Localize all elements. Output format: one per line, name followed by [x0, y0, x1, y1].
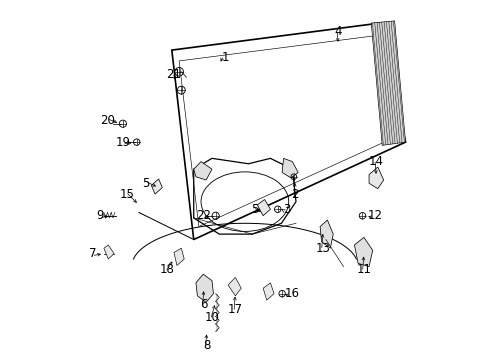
Text: 5: 5: [250, 203, 258, 216]
Polygon shape: [263, 283, 274, 300]
Text: 16: 16: [285, 287, 299, 300]
Text: 17: 17: [227, 303, 243, 316]
Polygon shape: [282, 158, 298, 178]
Polygon shape: [320, 220, 333, 248]
Text: 5: 5: [142, 177, 150, 190]
Text: 20: 20: [100, 114, 115, 127]
Text: 2: 2: [291, 188, 298, 201]
Text: 22: 22: [195, 209, 210, 222]
Text: 21: 21: [166, 68, 181, 81]
Polygon shape: [227, 278, 241, 296]
Text: 14: 14: [368, 155, 383, 168]
Text: 6: 6: [200, 298, 207, 311]
Text: 3: 3: [282, 203, 289, 216]
Polygon shape: [174, 248, 184, 266]
Text: 4: 4: [334, 25, 342, 38]
Polygon shape: [257, 199, 270, 216]
Text: 12: 12: [367, 209, 382, 222]
Text: 8: 8: [203, 339, 210, 352]
Text: 1: 1: [221, 51, 228, 64]
Text: 7: 7: [89, 247, 97, 260]
Text: 9: 9: [96, 209, 104, 222]
Text: 18: 18: [159, 264, 174, 276]
Polygon shape: [368, 167, 383, 189]
Polygon shape: [354, 237, 372, 267]
Polygon shape: [151, 179, 162, 194]
Text: 10: 10: [204, 311, 219, 324]
Text: 19: 19: [116, 136, 131, 149]
Text: 11: 11: [356, 264, 371, 276]
Polygon shape: [103, 245, 114, 259]
Text: 15: 15: [120, 188, 134, 201]
Text: 13: 13: [315, 242, 330, 255]
Polygon shape: [370, 21, 405, 145]
Polygon shape: [193, 162, 212, 180]
Polygon shape: [196, 274, 213, 302]
